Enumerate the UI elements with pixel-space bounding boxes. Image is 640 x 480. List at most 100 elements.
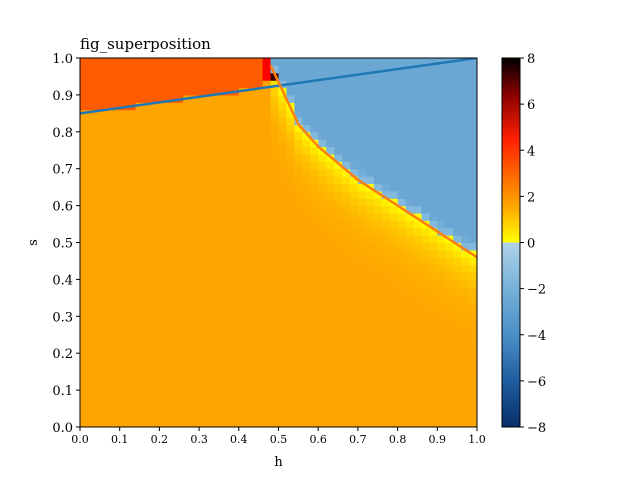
heatmap-cell: [437, 360, 446, 369]
heatmap-cell: [262, 257, 272, 266]
heatmap-cell: [143, 220, 153, 229]
heatmap-cell: [119, 279, 129, 288]
heatmap-cell: [80, 367, 89, 376]
heatmap-cell: [222, 308, 232, 317]
heatmap-cell: [111, 139, 121, 148]
heatmap-cell: [127, 286, 137, 295]
heatmap-cell: [199, 131, 208, 140]
heatmap-cell: [270, 227, 280, 236]
heatmap-cell: [199, 94, 208, 103]
heatmap-cell: [381, 404, 391, 413]
heatmap-cell: [318, 109, 327, 118]
heatmap-cell: [461, 146, 470, 155]
heatmap-cell: [373, 235, 383, 244]
heatmap-cell: [151, 80, 160, 89]
heatmap-cell: [183, 353, 192, 362]
heatmap-cell: [87, 390, 97, 399]
heatmap-cell: [349, 80, 359, 89]
heatmap-cell: [326, 183, 335, 192]
heatmap-cell: [119, 146, 129, 155]
heatmap-cell: [334, 286, 343, 295]
heatmap-cell: [135, 58, 145, 66]
heatmap-cell: [310, 331, 319, 340]
heatmap-cell: [222, 279, 232, 288]
heatmap-cell: [167, 345, 176, 354]
heatmap-cell: [429, 360, 438, 369]
heatmap-cell: [445, 109, 454, 118]
heatmap-cell: [334, 102, 343, 111]
heatmap-cell: [413, 279, 423, 288]
heatmap-cell: [310, 87, 319, 96]
heatmap-cell: [87, 397, 97, 406]
heatmap-cell: [135, 316, 145, 325]
heatmap-cell: [254, 153, 264, 162]
heatmap-cell: [214, 316, 224, 325]
heatmap-cell: [334, 153, 343, 162]
heatmap-cell: [151, 153, 160, 162]
heatmap-cell: [302, 87, 311, 96]
heatmap-cell: [111, 264, 121, 273]
heatmap-cell: [222, 257, 232, 266]
heatmap-cell: [151, 308, 160, 317]
heatmap-cell: [199, 235, 208, 244]
heatmap-cell: [87, 183, 97, 192]
heatmap-cell: [365, 124, 375, 133]
heatmap-cell: [342, 419, 351, 427]
heatmap-cell: [119, 94, 129, 103]
heatmap-cell: [87, 257, 97, 266]
heatmap-cell: [286, 412, 295, 421]
heatmap-cell: [469, 331, 477, 340]
heatmap-cell: [389, 264, 399, 273]
heatmap-cell: [254, 183, 264, 192]
heatmap-cell: [254, 257, 264, 266]
heatmap-cell: [342, 316, 351, 325]
heatmap-cell: [254, 117, 264, 126]
heatmap-cell: [349, 345, 359, 354]
heatmap-cell: [278, 279, 288, 288]
heatmap-cell: [103, 404, 113, 413]
heatmap-cell: [222, 367, 232, 376]
heatmap-cell: [95, 94, 105, 103]
heatmap-cell: [127, 242, 137, 251]
heatmap-cell: [238, 397, 248, 406]
y-axis: 0.00.10.20.30.40.50.60.70.80.91.0: [52, 52, 80, 436]
heatmap-cell: [286, 382, 295, 391]
heatmap-cell: [270, 94, 280, 103]
heatmap-cell: [254, 198, 264, 207]
heatmap-cell: [453, 375, 462, 384]
heatmap-cell: [389, 161, 399, 170]
heatmap-cell: [143, 360, 153, 369]
heatmap-cell: [230, 161, 240, 170]
heatmap-cell: [421, 353, 430, 362]
heatmap-cell: [183, 279, 192, 288]
heatmap-cell: [445, 272, 454, 280]
heatmap-cell: [80, 176, 89, 185]
heatmap-cell: [334, 301, 343, 310]
heatmap-cell: [87, 264, 97, 273]
heatmap-cell: [286, 360, 295, 369]
heatmap-cell: [421, 360, 430, 369]
heatmap-cell: [143, 382, 153, 391]
heatmap-cell: [270, 367, 280, 376]
heatmap-cell: [238, 176, 248, 185]
heatmap-cell: [389, 323, 399, 332]
heatmap-cell: [326, 131, 335, 140]
heatmap-cell: [191, 198, 200, 207]
heatmap-cell: [278, 124, 288, 133]
heatmap-cell: [151, 220, 160, 229]
heatmap-cell: [357, 353, 367, 362]
heatmap-cell: [302, 58, 311, 66]
heatmap-cell: [461, 87, 470, 96]
heatmap-cell: [318, 279, 327, 288]
heatmap-cell: [238, 382, 248, 391]
heatmap-cell: [222, 360, 232, 369]
heatmap-cell: [151, 87, 160, 96]
heatmap-cell: [191, 382, 200, 391]
heatmap-cell: [302, 308, 311, 317]
heatmap-cell: [445, 72, 454, 81]
heatmap-cell: [381, 102, 391, 111]
heatmap-cell: [119, 367, 129, 376]
heatmap-cell: [238, 153, 248, 162]
heatmap-cell: [357, 323, 367, 332]
heatmap-cell: [310, 308, 319, 317]
